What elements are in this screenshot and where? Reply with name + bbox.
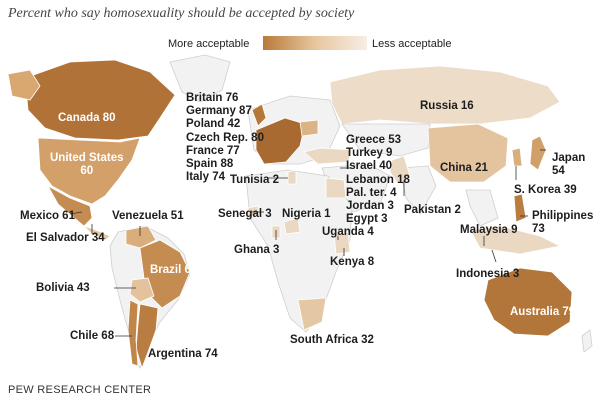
europe-label-item: Germany 87 <box>186 105 252 118</box>
label-nigeria: Nigeria 1 <box>282 208 331 220</box>
label-pakistan: Pakistan 2 <box>404 204 461 216</box>
australia-shape <box>483 267 573 337</box>
mideast-label-item: Turkey 9 <box>346 147 393 160</box>
label-ghana: Ghana 3 <box>234 244 280 256</box>
label-malaysia: Malaysia 9 <box>460 224 518 236</box>
label-philippines: Philippines 73 <box>532 210 593 236</box>
legend-more-label: More acceptable <box>168 38 250 50</box>
europe-label-item: Spain 88 <box>186 158 234 171</box>
argentina-shape <box>135 303 159 370</box>
label-argentina: Argentina 74 <box>148 348 218 360</box>
central-asia-shape <box>341 123 431 157</box>
label-russia: Russia 16 <box>420 100 474 112</box>
japan-shape <box>529 135 547 171</box>
egypt-shape <box>325 177 347 199</box>
mideast-label-item: Jordan 3 <box>346 200 394 213</box>
europe-label-item: Britain 76 <box>186 92 239 104</box>
russia-shape <box>329 65 561 125</box>
philippines-shape <box>513 193 527 223</box>
label-japan: Japan 54 <box>552 152 585 178</box>
legend-gradient-bar <box>263 36 367 50</box>
label-mexico: Mexico 61 <box>20 210 75 222</box>
legend-less-label: Less acceptable <box>372 38 452 50</box>
label-japan-name: Japan <box>552 152 586 164</box>
senegal-shape <box>247 205 259 217</box>
china-shape <box>427 123 509 183</box>
label-australia: Australia 79 <box>510 306 576 318</box>
europe-label-item: Italy 74 <box>186 171 225 184</box>
label-venezuela: Venezuela 51 <box>112 210 184 222</box>
southeast-asia-shape <box>465 189 499 227</box>
britain-shape <box>251 103 267 127</box>
source-credit: PEW RESEARCH CENTER <box>8 384 152 396</box>
venezuela-shape <box>125 225 157 249</box>
poland-shape <box>299 119 319 137</box>
mideast-label-item: Egypt 3 <box>346 213 388 226</box>
label-skorea: S. Korea 39 <box>514 184 577 196</box>
south-africa-shape <box>297 297 327 331</box>
label-us-name: United States <box>50 152 124 164</box>
nigeria-shape <box>283 217 301 235</box>
europe-label-item: Poland 42 <box>186 118 241 131</box>
mideast-label-item: Israel 40 <box>346 160 393 173</box>
label-us: United States 60 <box>50 152 124 178</box>
label-china: China 21 <box>440 162 488 174</box>
greenland-shape <box>169 54 231 103</box>
mideast-label-list: Greece 53 Turkey 9 Israel 40 Lebanon 18 Pal.… <box>346 134 410 226</box>
tunisia-shape <box>287 169 297 185</box>
europe-label-item: France 77 <box>186 144 240 157</box>
india-shape <box>399 165 437 215</box>
label-bolivia: Bolivia 43 <box>36 282 90 294</box>
mideast-label-item: Pal. ter. 4 <box>346 186 397 199</box>
mideast-label-item: Greece 53 <box>346 134 401 146</box>
label-canada: Canada 80 <box>58 112 116 124</box>
label-senegal: Senegal 3 <box>218 208 272 220</box>
label-brazil: Brazil 60 <box>150 264 198 276</box>
mideast-label-item: Lebanon 18 <box>346 173 410 186</box>
label-philippines-name: Philippines <box>532 210 594 222</box>
label-tunisia: Tunisia 2 <box>230 174 279 186</box>
canada-shape <box>24 59 176 141</box>
bolivia-shape <box>129 277 155 303</box>
central-america-shape <box>83 225 111 241</box>
leader-line-mexico <box>69 211 83 215</box>
chile-shape <box>127 299 139 367</box>
label-southafrica: South Africa 32 <box>290 334 374 346</box>
usa-shape <box>37 137 141 205</box>
europe-label-item: Czech Rep. 80 <box>186 131 264 144</box>
korea-shape <box>511 147 523 167</box>
label-japan-value: 54 <box>552 165 565 177</box>
western-europe-shape <box>255 117 306 165</box>
label-philippines-value: 73 <box>532 223 545 235</box>
label-elsalvador: El Salvador 34 <box>26 232 105 244</box>
europe-label-list: Britain 76 Germany 87 Poland 42 Czech Rep. … <box>186 92 264 184</box>
mexico-shape <box>46 184 93 227</box>
greece-turkey-shape <box>303 147 353 165</box>
new-zealand-shape <box>581 329 593 353</box>
alaska-shape <box>7 69 41 101</box>
label-us-value: 60 <box>80 165 94 177</box>
label-chile: Chile 68 <box>70 330 115 342</box>
chart-title: Percent who say homosexuality should be … <box>8 6 355 21</box>
label-indonesia: Indonesia 3 <box>456 268 520 280</box>
malaysia-indonesia-shape <box>469 225 562 255</box>
leader-line-indonesia <box>491 249 497 263</box>
label-uganda: Uganda 4 <box>322 226 374 238</box>
label-kenya: Kenya 8 <box>330 256 375 268</box>
